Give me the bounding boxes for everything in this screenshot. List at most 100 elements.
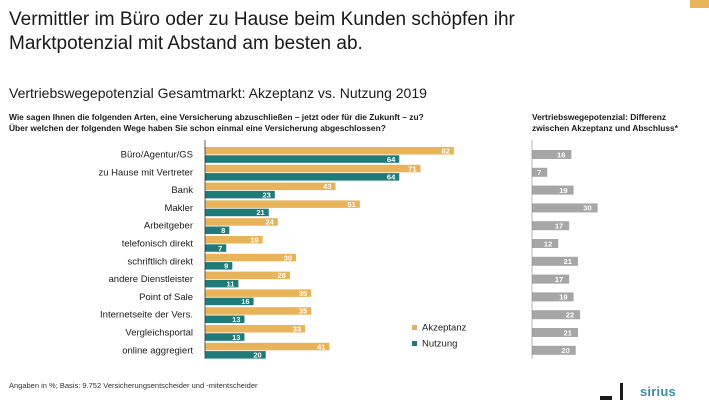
bar-differenz (532, 239, 559, 248)
legend-swatch-nutzung (412, 341, 417, 346)
value-label-differenz: 19 (559, 186, 567, 195)
value-label-nutzung: 13 (232, 333, 240, 342)
bar-nutzung (205, 244, 227, 252)
value-label-differenz: 21 (564, 257, 572, 266)
bar-differenz (532, 310, 581, 320)
value-label-akzeptanz: 41 (317, 342, 325, 351)
category-label: Arbeitgeber (144, 221, 193, 232)
bar-differenz (532, 328, 578, 337)
category-label: Büro/Agentur/GS (121, 150, 193, 161)
value-label-differenz: 22 (566, 311, 574, 320)
category-label: telefonisch direkt (122, 239, 194, 250)
bar-akzeptanz (205, 200, 360, 208)
bar-nutzung (205, 208, 269, 217)
bar-nutzung (205, 155, 400, 163)
bar-nutzung (205, 226, 230, 234)
corner-accent (690, 0, 709, 8)
bar-differenz (532, 292, 574, 302)
value-label-differenz: 19 (559, 293, 567, 302)
value-label-nutzung: 23 (262, 190, 270, 199)
category-label: online aggregiert (122, 345, 193, 356)
value-label-differenz: 20 (561, 346, 569, 355)
value-label-differenz: 18 (557, 150, 565, 159)
logo-dash (600, 396, 612, 400)
category-label: Makler (164, 203, 193, 214)
diff-title-line-2: zwischen Akzeptanz und Abschluss* (532, 122, 678, 133)
bar-akzeptanz (205, 271, 290, 280)
diff-title-line-1: Vertriebswegepotenzial: Differenz (532, 112, 667, 122)
bar-differenz (532, 256, 578, 266)
bar-akzeptanz (205, 342, 330, 351)
value-label-nutzung: 9 (224, 262, 228, 271)
bar-nutzung (205, 351, 266, 359)
bar-nutzung (205, 315, 245, 323)
value-label-akzeptanz: 33 (293, 325, 301, 334)
bar-akzeptanz (205, 218, 278, 226)
bar-akzeptanz (205, 253, 297, 262)
headline-line-2: Marktpotenzial mit Abstand am besten ab. (9, 33, 363, 54)
bar-akzeptanz (205, 182, 336, 191)
value-label-nutzung: 64 (387, 155, 396, 164)
category-label: Vergleichsportal (125, 328, 193, 339)
value-label-akzeptanz: 82 (442, 147, 450, 156)
value-label-akzeptanz: 35 (299, 307, 307, 316)
category-label: zu Hause mit Vertreter (98, 167, 193, 178)
bar-differenz (532, 185, 574, 195)
value-label-nutzung: 8 (221, 226, 225, 235)
headline-line-1: Vermittler im Büro oder zu Hause beim Ku… (9, 9, 515, 30)
bar-nutzung (205, 262, 233, 270)
value-label-nutzung: 21 (256, 208, 264, 217)
category-label: schriftlich direkt (128, 256, 194, 267)
value-label-nutzung: 16 (241, 297, 249, 306)
bar-akzeptanz (205, 164, 421, 173)
value-label-differenz: 7 (537, 168, 541, 177)
value-label-akzeptanz: 71 (408, 164, 416, 173)
survey-question: Wie sagen Ihnen die folgenden Arten, ein… (9, 112, 529, 133)
question-line-1: Wie sagen Ihnen die folgenden Arten, ein… (9, 112, 424, 122)
bar-akzeptanz (205, 236, 263, 244)
value-label-differenz: 17 (555, 222, 563, 231)
legend-swatch-akzeptanz (412, 325, 417, 330)
bar-differenz (532, 345, 576, 355)
bar-nutzung (205, 333, 245, 341)
value-label-differenz: 21 (564, 328, 572, 337)
value-label-nutzung: 13 (232, 315, 240, 324)
bar-charts: Büro/Agentur/GS 82 64 18 zu Hause mit Vertre… (98, 140, 598, 360)
category-label: andere Dienstleister (109, 274, 194, 285)
value-label-akzeptanz: 51 (347, 200, 355, 209)
question-line-2: Über welchen der folgenden Wege haben Si… (9, 122, 386, 133)
value-label-akzeptanz: 24 (266, 218, 275, 227)
bar-nutzung (205, 279, 239, 288)
value-label-akzeptanz: 28 (278, 271, 286, 280)
bar-nutzung (205, 173, 400, 181)
bar-differenz (532, 150, 572, 159)
category-label: Point of Sale (139, 292, 193, 303)
bar-nutzung (205, 297, 254, 306)
value-label-nutzung: 64 (387, 173, 396, 182)
value-label-akzeptanz: 30 (284, 253, 292, 262)
bar-differenz (532, 221, 570, 231)
bar-akzeptanz (205, 307, 312, 315)
difference-chart-title: Vertriebswegepotenzial: Differenz zwisch… (532, 112, 707, 133)
sirius-logo: sirius (640, 384, 676, 399)
value-label-akzeptanz: 19 (250, 236, 258, 245)
bar-akzeptanz (205, 289, 312, 297)
value-label-differenz: 30 (583, 204, 591, 213)
value-label-nutzung: 11 (226, 279, 234, 288)
value-label-nutzung: 7 (218, 244, 222, 253)
legend-label-nutzung: Nutzung (422, 339, 457, 350)
logo-bar (620, 383, 623, 400)
bar-differenz (532, 274, 570, 284)
bar-differenz (532, 167, 548, 177)
category-label: Internetseite der Vers. (100, 310, 193, 321)
value-label-akzeptanz: 43 (323, 182, 331, 191)
value-label-akzeptanz: 35 (299, 289, 307, 298)
bar-akzeptanz (205, 325, 306, 333)
bar-differenz (532, 203, 598, 213)
bar-nutzung (205, 190, 275, 199)
legend-label-akzeptanz: Akzeptanz (422, 323, 467, 334)
value-label-differenz: 12 (544, 239, 552, 248)
bar-akzeptanz (205, 147, 454, 155)
chart-subtitle: Vertriebswegepotenzial Gesamtmarkt: Akze… (9, 85, 427, 101)
headline: Vermittler im Büro oder zu Hause beim Ku… (9, 8, 609, 56)
